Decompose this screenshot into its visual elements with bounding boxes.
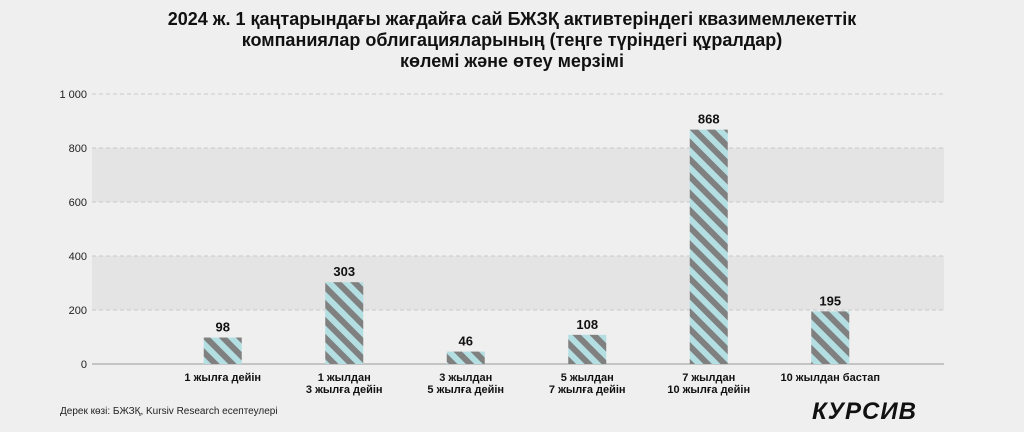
x-category-label-5: 7 жылдан: [682, 372, 735, 384]
bar-4: [568, 334, 607, 364]
x-category-label-3: 3 жылдан: [439, 372, 492, 384]
kursiv-logo: КУРСИВ: [812, 398, 917, 425]
grid-band: [92, 148, 944, 202]
y-tick-label: 400: [69, 251, 87, 263]
data-label-1: 98: [216, 320, 230, 335]
x-category-label-5: 10 жылға дейін: [667, 384, 750, 396]
title-line-3: көлемі және өтеу мерзімі: [400, 51, 624, 71]
data-label-2: 303: [333, 264, 355, 279]
y-tick-label: 0: [81, 359, 87, 371]
x-category-label-2: 3 жылға дейін: [306, 384, 383, 396]
data-label-5: 868: [698, 112, 720, 127]
bar-6: [811, 311, 850, 364]
x-category-label-6: 10 жылдан бастап: [781, 372, 880, 384]
y-tick-label: 800: [69, 143, 87, 155]
bar-3: [446, 351, 485, 364]
y-tick-label: 600: [69, 197, 87, 209]
source-note: Дерек көзі: БЖЗҚ, Kursiv Research есепте…: [60, 406, 278, 417]
bar-2: [325, 282, 364, 364]
x-category-label-4: 7 жылға дейін: [549, 384, 626, 396]
title-line-2: компаниялар облигацияларының (теңге түрі…: [241, 30, 783, 50]
data-label-3: 46: [459, 334, 473, 349]
x-category-label-1: 1 жылға дейін: [184, 372, 261, 384]
bar-1: [203, 337, 242, 364]
data-label-6: 195: [819, 293, 841, 308]
title-line-1: 2024 ж. 1 қаңтарындағы жағдайға сай БЖЗҚ…: [167, 9, 857, 29]
grid-band: [92, 256, 944, 310]
x-category-label-4: 5 жылдан: [561, 372, 614, 384]
x-category-label-2: 1 жылдан: [318, 372, 371, 384]
x-category-label-3: 5 жылға дейін: [427, 384, 504, 396]
y-tick-label: 1 000: [59, 89, 87, 101]
bar-5: [689, 129, 728, 364]
data-label-4: 108: [576, 317, 598, 332]
y-tick-label: 200: [69, 305, 87, 317]
chart-title: 2024 ж. 1 қаңтарындағы жағдайға сай БЖЗҚ…: [0, 9, 1024, 72]
